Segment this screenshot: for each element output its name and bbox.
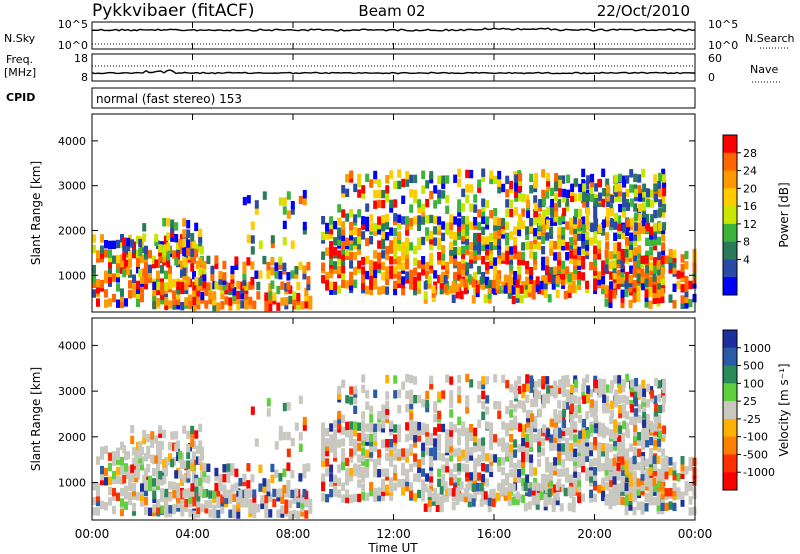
power-colorbar-swatch xyxy=(723,206,737,225)
time-tick-label: 20:00 xyxy=(577,527,612,541)
freq-unit: [MHz] xyxy=(4,66,36,79)
nsky-line xyxy=(91,27,696,32)
power-y-axis-label: Slant Range [km] xyxy=(29,161,43,265)
freq-tick-bottom: 8 xyxy=(81,71,88,84)
power-colorbar-tick: 16 xyxy=(743,200,757,213)
freq-tick-top: 18 xyxy=(74,52,88,65)
power-colorbar-tick: 8 xyxy=(743,236,750,249)
x-axis-label: Time UT xyxy=(367,541,418,554)
power-colorbar-swatch xyxy=(723,135,737,154)
power-data-field xyxy=(92,168,697,312)
date-title: 22/Oct/2010 xyxy=(597,2,690,20)
time-tick-label: 04:00 xyxy=(175,527,210,541)
power-colorbar-swatch xyxy=(723,241,737,260)
time-tick-label: 00:00 xyxy=(75,527,110,541)
power-colorbar-tick: 12 xyxy=(743,218,757,231)
nave-tick-bottom: 0 xyxy=(708,71,715,84)
velocity-colorbar-tick: 25 xyxy=(743,395,757,408)
station-title: Pykkvibaer (fitACF) xyxy=(92,1,254,21)
velocity-colorbar-swatch xyxy=(723,365,737,384)
time-axis: 00:00 04:00 08:00 12:00 16:00 20:00 00:00 xyxy=(75,22,713,541)
power-colorbar-tick: 28 xyxy=(743,147,757,160)
velocity-colorbar-swatch xyxy=(723,436,737,455)
velocity-colorbar-swatch xyxy=(723,383,737,402)
velocity-colorbar-swatch xyxy=(723,330,737,349)
velocity-y-tick-label: 2000 xyxy=(58,431,86,444)
velocity-colorbar-tick: 1000 xyxy=(743,342,771,355)
power-panel: 1000 2000 3000 4000 Slant Range [km] 28 24 20 16… xyxy=(29,113,791,313)
nsearch-tick-bottom: 10^0 xyxy=(708,39,738,52)
velocity-colorbar-swatch xyxy=(723,418,737,438)
freq-strip: 18 8 60 0 Freq. [MHz] Nave xyxy=(4,52,780,84)
velocity-colorbar-swatch xyxy=(723,347,737,367)
power-colorbar-tick: 20 xyxy=(743,182,757,195)
power-colorbar-tick: 4 xyxy=(743,253,750,266)
nsky-tick-bottom: 10^0 xyxy=(58,39,88,52)
velocity-colorbar-tick: -100 xyxy=(743,431,768,444)
power-colorbar-tick: 24 xyxy=(743,165,757,178)
velocity-colorbar-swatch xyxy=(723,454,737,473)
power-colorbar-swatch xyxy=(723,223,737,243)
velocity-data-field xyxy=(92,373,697,520)
time-tick-label: 08:00 xyxy=(276,527,311,541)
velocity-colorbar-tick: 500 xyxy=(743,360,764,373)
velocity-y-tick-label: 4000 xyxy=(58,339,86,352)
velocity-colorbar-tick: -500 xyxy=(743,448,768,461)
power-colorbar-swatch xyxy=(723,277,737,296)
power-colorbar-swatch xyxy=(723,170,737,189)
nave-label: Nave xyxy=(750,63,778,76)
power-y-tick-label: 4000 xyxy=(58,135,86,148)
time-tick-label: 00:00 xyxy=(678,527,713,541)
nsky-strip: 10^5 10^0 10^5 10^0 N.Sky N.Search xyxy=(4,18,795,52)
nsky-tick-top: 10^5 xyxy=(58,18,88,31)
velocity-colorbar-tick: -1000 xyxy=(743,466,775,479)
time-tick-label: 16:00 xyxy=(477,527,512,541)
cpid-text: normal (fast stereo) 153 xyxy=(96,92,242,106)
nsky-label: N.Sky xyxy=(4,32,36,45)
velocity-panel: 1000 2000 3000 4000 Slant Range [km] 1000 500 1… xyxy=(29,317,791,521)
beam-title: Beam 02 xyxy=(358,2,425,20)
freq-label: Freq. xyxy=(6,53,33,66)
velocity-y-tick-label: 1000 xyxy=(58,477,86,490)
power-y-tick-label: 1000 xyxy=(58,269,86,282)
velocity-colorbar-tick: 100 xyxy=(743,377,764,390)
nave-tick-top: 60 xyxy=(708,52,722,65)
velocity-colorbar-swatch xyxy=(723,401,737,420)
power-colorbar-swatch xyxy=(723,152,737,172)
velocity-colorbar-label: Velocity [m s⁻¹] xyxy=(777,363,791,456)
power-y-tick-label: 3000 xyxy=(58,180,86,193)
cpid-label: CPID xyxy=(6,91,35,104)
power-y-tick-label: 2000 xyxy=(58,224,86,237)
nsearch-label: N.Search xyxy=(745,32,795,45)
time-tick-label: 12:00 xyxy=(376,527,411,541)
velocity-y-axis-label: Slant Range [km] xyxy=(29,367,43,471)
nsearch-tick-top: 10^5 xyxy=(708,18,738,31)
velocity-colorbar-tick: -25 xyxy=(743,413,761,426)
power-colorbar-swatch xyxy=(723,188,737,207)
velocity-colorbar-swatch xyxy=(723,472,737,491)
power-colorbar-label: Power [dB] xyxy=(777,182,791,247)
velocity-y-tick-label: 3000 xyxy=(58,385,86,398)
power-colorbar-swatch xyxy=(723,259,737,278)
freq-line xyxy=(91,69,695,75)
